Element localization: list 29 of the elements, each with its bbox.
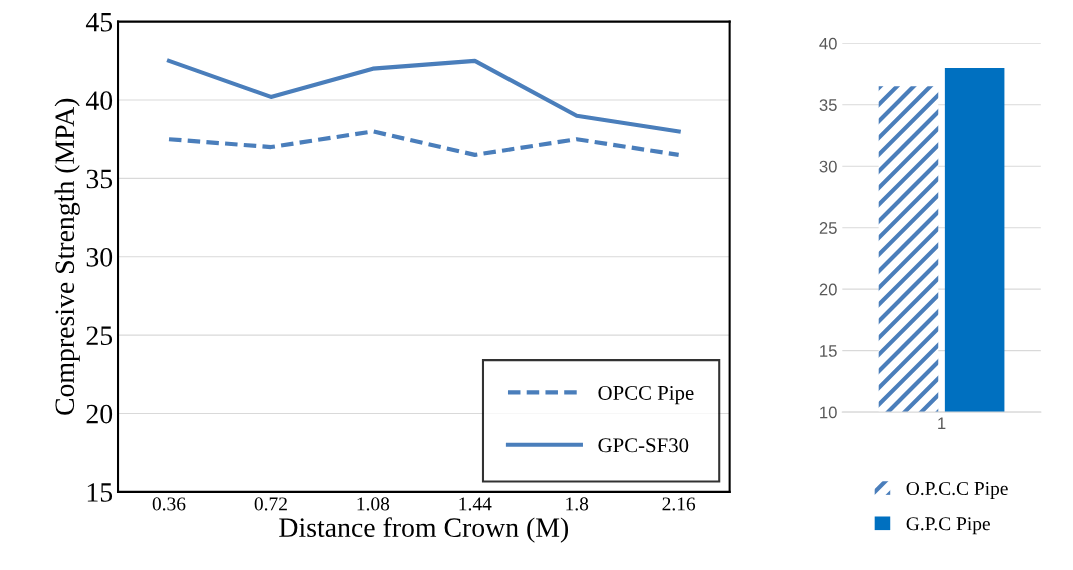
x-axis-title: Distance from Crown (M) — [279, 517, 569, 543]
y-tick-label: 15 — [87, 483, 113, 502]
x-tick-label: 2.16 — [662, 497, 696, 511]
y-tick-label: 35 — [819, 99, 837, 111]
legend-label: O.P.C.C Pipe — [906, 481, 1008, 499]
x-tick-label: 1.44 — [459, 497, 492, 511]
x-tick-label: 1.08 — [357, 497, 390, 511]
legend-label: OPCC Pipe — [598, 385, 694, 405]
y-axis-title: Compresive Strength (MPA) — [54, 98, 80, 415]
y-tick-label: 30 — [86, 247, 113, 267]
y-tick-label: 15 — [820, 345, 837, 357]
x-tick-label: 0.36 — [152, 497, 186, 511]
y-tick-label: 10 — [820, 406, 837, 419]
legend-label: G.P.C Pipe — [906, 517, 990, 535]
y-tick-label: 25 — [819, 222, 837, 234]
y-tick-label: 25 — [86, 326, 113, 346]
y-tick-label: 40 — [85, 91, 113, 110]
y-tick-label: 45 — [85, 13, 113, 32]
x-tick-label: 0.72 — [254, 497, 287, 511]
x-tick-label: 1.8 — [566, 497, 589, 511]
y-tick-label: 20 — [819, 283, 837, 296]
line-series — [166, 129, 681, 157]
x-tick-label: 1 — [938, 417, 946, 430]
y-tick-label: 20 — [86, 404, 113, 424]
line-series — [166, 58, 681, 134]
y-tick-label: 35 — [86, 169, 113, 189]
legend-label: GPC-SF30 — [598, 438, 689, 453]
y-tick-label: 40 — [819, 37, 837, 50]
y-tick-label: 30 — [819, 160, 837, 173]
